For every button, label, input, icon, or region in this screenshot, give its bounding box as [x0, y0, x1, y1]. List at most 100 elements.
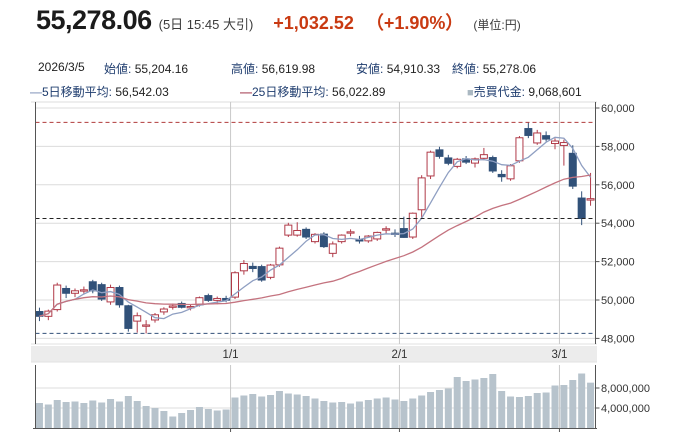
- month-label: 2/1: [391, 349, 407, 361]
- candle-up: [426, 151, 435, 177]
- reference-lines: [35, 121, 596, 334]
- candle-up: [231, 272, 239, 298]
- ma5-legend: ―5日移動平均: 56,542.03: [30, 85, 169, 99]
- volume-bar: [222, 409, 230, 428]
- candle-up: [586, 198, 595, 201]
- volume-bar: [453, 377, 461, 428]
- change-percent: （+1.90%）: [365, 13, 464, 33]
- candle-up: [551, 140, 559, 145]
- price-volume-chart: 60,000 58,000 56,000 54,000 52,000 50,000 48,0…: [31, 101, 650, 432]
- candle-down: [124, 305, 133, 329]
- candle-up: [337, 234, 346, 243]
- candle-up: [159, 308, 168, 313]
- volume-bar: [462, 381, 470, 428]
- candle-down: [542, 135, 551, 140]
- volume-bar: [240, 395, 248, 428]
- candle-up: [471, 158, 479, 164]
- x-axis-labels: 1/1 2/1 3/1: [223, 349, 568, 361]
- volume-bar: [587, 382, 595, 428]
- volume-bar: [364, 400, 372, 428]
- month-label-band: [31, 346, 597, 362]
- volume-bar: [471, 379, 479, 428]
- volume-bar: [62, 402, 70, 428]
- candle-down: [204, 295, 213, 301]
- volume-bar: [373, 398, 381, 428]
- volume-bar: [355, 401, 363, 428]
- axes: [33, 102, 600, 432]
- volume-bar: [400, 401, 408, 428]
- volume-bar: [53, 400, 61, 428]
- quote-date: 2026/3/5: [38, 60, 85, 74]
- candle-up: [71, 290, 79, 294]
- candle-down: [488, 157, 497, 172]
- ma5-line: [39, 136, 592, 320]
- candle-up: [293, 229, 302, 236]
- volume-bar: [80, 403, 88, 428]
- candle-down: [248, 265, 257, 270]
- candle-up: [266, 264, 275, 278]
- open-quote: 始値: 55,204.16: [104, 62, 189, 76]
- volume-bar: [151, 408, 159, 428]
- volume-bar: [551, 385, 559, 428]
- candle-down: [568, 152, 577, 187]
- current-price: 55,278.06: [36, 5, 152, 35]
- candle-up: [53, 284, 62, 311]
- candle-up: [417, 177, 426, 211]
- volume-bar: [515, 397, 523, 428]
- candle-up: [533, 132, 542, 144]
- volume-bar: [329, 402, 337, 428]
- volume-bar: [178, 413, 186, 428]
- volume-bar: [347, 403, 355, 428]
- close-quote: 終値: 55,278.06: [452, 62, 537, 76]
- candle-up: [284, 224, 293, 236]
- volume-bar: [44, 404, 52, 428]
- volume-bar: [560, 385, 568, 428]
- candle-down: [524, 128, 533, 136]
- low-quote: 安値: 54,910.33: [356, 62, 441, 76]
- volume-bar: [480, 378, 488, 428]
- volume-bar: [507, 396, 515, 428]
- month-label: 1/1: [223, 349, 239, 361]
- candle-down: [257, 266, 266, 281]
- volume-bar: [489, 374, 497, 428]
- price-tick-label: 48,000: [601, 333, 635, 345]
- ma25-legend: ―25日移動平均: 56,022.89: [240, 85, 386, 99]
- candle-up: [506, 165, 515, 180]
- volume-bars: [35, 373, 595, 428]
- candle-up: [142, 324, 151, 327]
- volume-bar: [427, 392, 435, 428]
- candle-up: [239, 263, 248, 272]
- volume-bar: [338, 402, 346, 428]
- volume-bar: [524, 396, 532, 428]
- volume-bar: [284, 393, 292, 428]
- price-tick-label: 56,000: [601, 180, 635, 192]
- price-tick-label: 52,000: [601, 257, 635, 269]
- volume-bar: [107, 399, 115, 428]
- volume-bar: [258, 396, 266, 428]
- price-gridlines: [31, 101, 597, 409]
- candle-up: [346, 231, 355, 234]
- volume-bar: [533, 393, 541, 428]
- volume-bar: [133, 401, 141, 428]
- candle-up: [79, 289, 88, 292]
- volume-bar: [444, 388, 452, 428]
- candle-up: [559, 142, 568, 146]
- volume-bar: [124, 396, 132, 428]
- volume-bar: [578, 373, 586, 428]
- candle-up: [479, 154, 488, 159]
- price-tick-label: 58,000: [601, 141, 635, 153]
- change-value: +1,032.52: [273, 13, 354, 33]
- quote-header: 55,278.06 (5日 15:45 大引) +1,032.52 （+1.90%…: [36, 5, 521, 36]
- volume-bar: [35, 403, 43, 428]
- volume-bar: [569, 380, 577, 428]
- candle-down: [497, 173, 506, 178]
- price-tick-label: 60,000: [601, 103, 635, 115]
- volume-bar: [382, 397, 390, 428]
- volume-bar: [187, 410, 195, 428]
- ma5-line-marker: ―: [30, 85, 42, 99]
- volume-bar: [71, 401, 79, 428]
- volume-tick-label: 4,000,000: [601, 403, 650, 415]
- volume-bar: [542, 392, 550, 428]
- volume-bar: [142, 406, 150, 428]
